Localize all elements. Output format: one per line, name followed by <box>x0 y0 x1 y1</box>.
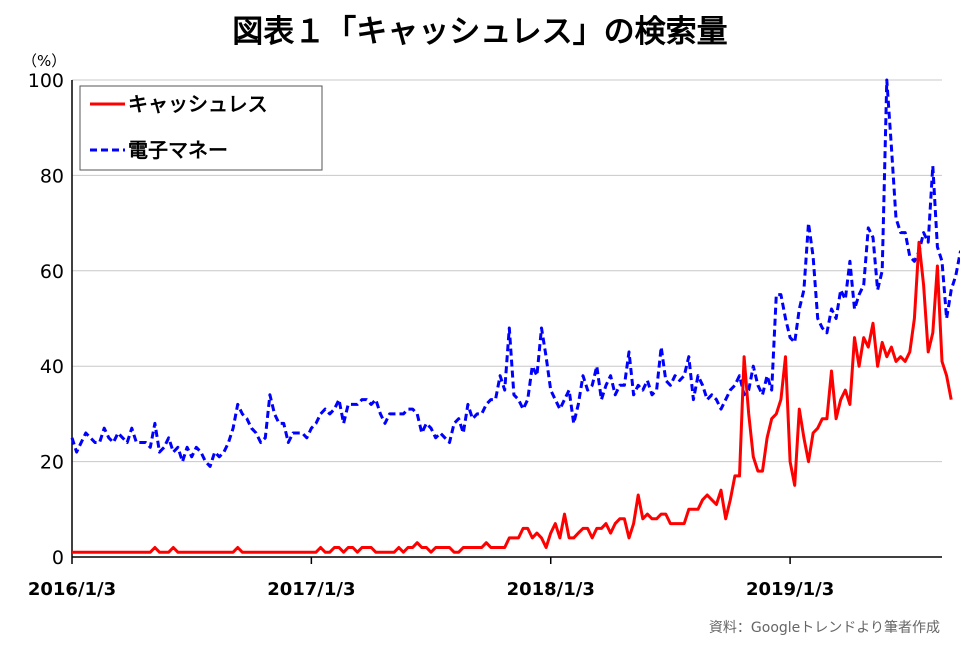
legend-label-e-money: 電子マネー <box>128 138 228 162</box>
y-tick-label-20: 20 <box>40 452 64 474</box>
legend: キャッシュレス 電子マネー <box>79 85 323 171</box>
y-tick-label-60: 60 <box>40 261 64 283</box>
chart-title: 図表１「キャッシュレス」の検索量 <box>232 14 727 50</box>
x-tick-label: 2016/1/3 <box>28 579 116 600</box>
series-lines <box>70 78 960 554</box>
x-axis-ticks: 2016/1/3 2017/1/3 2018/1/3 2019/1/3 <box>28 557 834 600</box>
y-tick-label-80: 80 <box>40 165 64 187</box>
x-tick-label: 2019/1/3 <box>746 579 834 600</box>
y-tick-label-0: 0 <box>52 547 64 569</box>
gridlines <box>71 79 942 558</box>
x-tick-label: 2017/1/3 <box>267 579 355 600</box>
y-axis-ticks: 0 20 40 60 80 100 <box>28 70 64 569</box>
series-line-e-money <box>70 78 960 468</box>
y-tick-label-100: 100 <box>28 70 64 92</box>
x-tick-label: 2018/1/3 <box>507 579 595 600</box>
legend-label-cashless: キャッシュレス <box>128 92 268 116</box>
series-line-cashless <box>72 240 953 554</box>
y-tick-label-40: 40 <box>40 356 64 378</box>
source-note: 資料：Googleトレンドより筆者作成 <box>709 620 940 636</box>
y-unit-label: （%） <box>22 52 66 70</box>
legend-box <box>79 85 323 171</box>
